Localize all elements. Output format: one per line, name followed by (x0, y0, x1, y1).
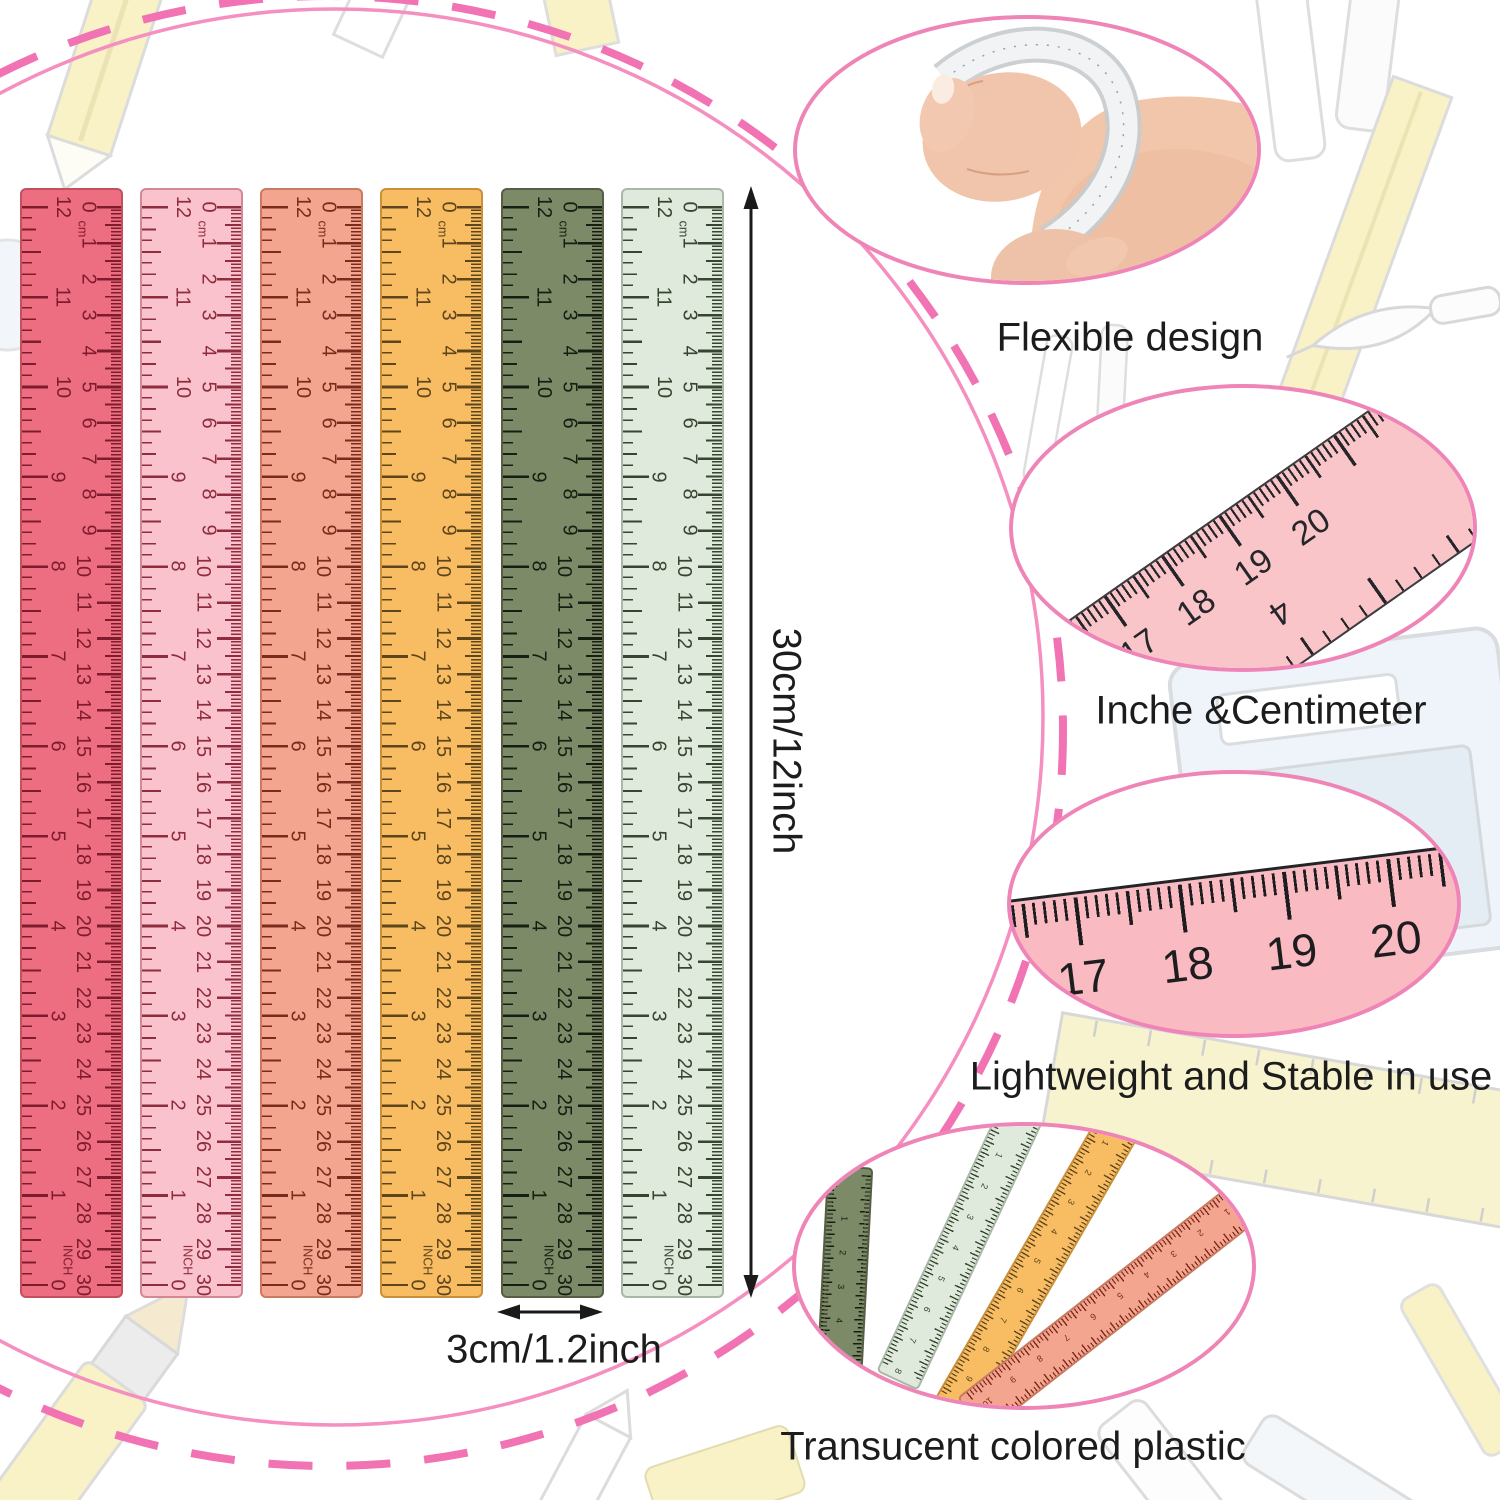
fan-number: 2 (978, 1181, 991, 1191)
zoomed-ruler-background (1011, 774, 1457, 910)
fan-number: 7 (1061, 1332, 1072, 1344)
fan-number: 7 (907, 1335, 919, 1345)
fan-number: 6 (1088, 1311, 1099, 1323)
fan-number: 3 (1168, 1248, 1179, 1260)
fan-number: 5 (832, 1351, 843, 1358)
brush-doodle-bottom-left (0, 1281, 191, 1500)
closeup-cm-20: 20 (1284, 500, 1338, 554)
inch-centimeter-label: Inche &Centimeter (1095, 688, 1427, 733)
fan-number: 2 (837, 1249, 848, 1256)
fan-number: 4 (1048, 1226, 1060, 1237)
tick-strip (1013, 388, 1463, 668)
zoom-number-18: 18 (1158, 935, 1217, 994)
doodles-bottom-right (1097, 1283, 1500, 1500)
translucent-label: Transucent colored plastic (780, 1424, 1246, 1469)
closeup-inch-4: 4 (1261, 591, 1299, 634)
fan-number: 1 (1222, 1206, 1233, 1218)
height-arrow-down (743, 1275, 759, 1298)
tick-strip (1013, 388, 1469, 668)
fan-number: 4 (950, 1243, 962, 1253)
zoom-number-20: 20 (1367, 909, 1425, 968)
brush-doodle-right (1286, 285, 1500, 359)
closeup-cm-18: 18 (1169, 580, 1223, 634)
height-arrow-up (743, 186, 759, 209)
pen-doodles-top-right (1253, 0, 1404, 163)
fan-number: 5 (1031, 1256, 1043, 1266)
zoom-number-17: 17 (1054, 948, 1112, 1007)
closeup-cm-17: 17 (1112, 621, 1166, 672)
solid-circle (0, 7, 1045, 1427)
closeup-ruler: 15161718192054 (1013, 388, 1473, 672)
fan-number: 6 (921, 1305, 933, 1314)
width-arrow-right (580, 1304, 603, 1320)
callout-inch-centimeter: 15161718192054 (1009, 384, 1477, 672)
fan-number: 9 (1007, 1373, 1018, 1385)
fan-number: 4 (1141, 1269, 1152, 1281)
fan-number: 1 (993, 1151, 1005, 1160)
callout-translucent: 1234567891012345678910123456789101234567… (792, 1122, 1256, 1410)
lightweight-label: Lightweight and Stable in use (969, 1054, 1493, 1099)
fan-number: 8 (1034, 1353, 1045, 1365)
fan-number: 6 (830, 1385, 841, 1392)
fan-number: 8 (892, 1366, 904, 1376)
fan-number: 7 (997, 1315, 1009, 1325)
tick-strip (1013, 388, 1458, 668)
fan-number: 2 (1195, 1227, 1206, 1239)
fan-number: 5 (1115, 1290, 1126, 1302)
fan-number: 9 (963, 1374, 975, 1384)
tick-strip (812, 1173, 838, 1406)
width-dimension-label: 3cm/1.2inch (446, 1327, 662, 1372)
closeup-cm-19: 19 (1227, 540, 1280, 594)
fan-number: 8 (980, 1344, 992, 1354)
callout-flexible-design (793, 15, 1261, 285)
fan-number: 2 (1082, 1167, 1094, 1178)
flexible-design-photo (919, 26, 1257, 281)
tick-strip (812, 1173, 835, 1406)
flexible-design-label: Flexible design (996, 315, 1264, 360)
fan-number: 1 (839, 1215, 850, 1222)
dashed-circle (0, 0, 1067, 1470)
fan-number: 10 (980, 1395, 995, 1410)
fan-number: 3 (1065, 1197, 1077, 1207)
doodle-top-center (331, 0, 621, 60)
height-dimension-label: 30cm/12inch (764, 627, 809, 855)
width-arrow-left (497, 1304, 520, 1320)
fan-number: 5 (935, 1274, 948, 1284)
thumb-nail (931, 74, 955, 104)
fan-number: 3 (835, 1283, 847, 1290)
fan-number: 6 (1014, 1285, 1026, 1296)
fan-number: 4 (834, 1317, 845, 1324)
fan-number: 1 (1099, 1138, 1111, 1148)
fan-number: 3 (964, 1212, 976, 1222)
zoom-number-19: 19 (1263, 922, 1321, 981)
